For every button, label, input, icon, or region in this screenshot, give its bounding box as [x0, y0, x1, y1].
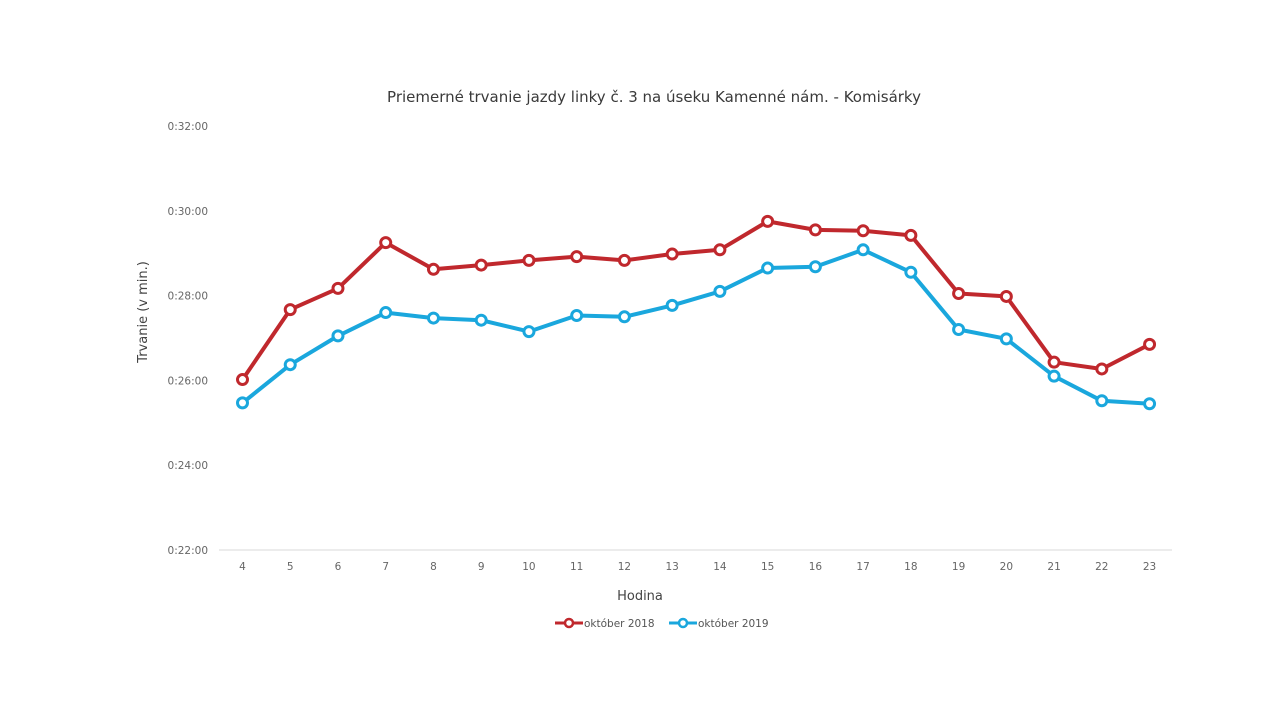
data-point: [379, 236, 393, 250]
data-point: [331, 329, 345, 343]
data-point: [617, 310, 631, 324]
y-tick-label: 0:32:00: [168, 121, 208, 133]
series-line: [240, 247, 1152, 406]
x-tick-label: 5: [287, 561, 294, 573]
data-point: [474, 258, 488, 272]
chart-title: Priemerné trvanie jazdy linky č. 3 na ús…: [387, 88, 921, 106]
data-point: [665, 298, 679, 312]
data-point: [808, 223, 822, 237]
legend-marker: [563, 617, 575, 629]
data-point: [761, 214, 775, 228]
data-point: [713, 243, 727, 257]
x-tick-label: 21: [1047, 561, 1060, 573]
x-tick-label: 12: [618, 561, 631, 573]
data-point: [570, 250, 584, 264]
x-tick-label: 18: [904, 561, 917, 573]
data-point: [1143, 337, 1157, 351]
data-point: [379, 306, 393, 320]
x-tick-label: 23: [1143, 561, 1156, 573]
y-axis-ticks: 0:22:00 0:24:00 0:26:00 0:28:00 0:30:00 0:32:…: [168, 121, 208, 557]
data-point: [952, 286, 966, 300]
data-point: [1047, 355, 1061, 369]
x-tick-label: 22: [1095, 561, 1108, 573]
data-point: [713, 284, 727, 298]
y-tick-label: 0:24:00: [168, 460, 208, 472]
data-point: [522, 253, 536, 267]
data-point: [1095, 362, 1109, 376]
x-axis-ticks: 4 5 6 7 8 9 10 11 12 13 14 15 16 17 18 19 20 21 22 23: [239, 561, 1156, 573]
data-point: [426, 311, 440, 325]
series-layer: [236, 214, 1157, 411]
series-2: [236, 243, 1157, 411]
data-point: [236, 373, 249, 387]
data-point: [522, 325, 536, 339]
data-point: [999, 289, 1013, 303]
x-tick-label: 15: [761, 561, 774, 573]
x-tick-label: 17: [856, 561, 869, 573]
data-point: [856, 243, 870, 257]
y-tick-label: 0:26:00: [168, 375, 208, 387]
series-1: [236, 214, 1157, 387]
x-tick-label: 7: [382, 561, 389, 573]
data-point: [1095, 394, 1109, 408]
x-tick-label: 20: [1000, 561, 1013, 573]
x-tick-label: 8: [430, 561, 437, 573]
data-point: [856, 224, 870, 238]
x-tick-label: 11: [570, 561, 583, 573]
data-point: [808, 260, 822, 274]
data-point: [665, 247, 679, 261]
data-point: [1047, 369, 1061, 383]
y-axis-label: Trvanie (v min.): [136, 261, 151, 364]
data-point: [761, 261, 775, 275]
data-point: [904, 228, 918, 242]
data-point: [904, 265, 918, 279]
x-tick-label: 9: [478, 561, 485, 573]
data-point: [617, 253, 631, 267]
data-point: [236, 396, 249, 410]
data-point: [570, 309, 584, 323]
data-point: [283, 303, 297, 317]
x-axis-label: Hodina: [617, 589, 663, 604]
x-tick-label: 14: [713, 561, 727, 573]
y-tick-label: 0:30:00: [168, 206, 208, 218]
y-tick-label: 0:28:00: [168, 291, 208, 303]
legend: október 2018 október 2019: [555, 617, 769, 630]
legend-marker: [677, 617, 689, 629]
x-tick-label: 19: [952, 561, 965, 573]
data-point: [331, 281, 345, 295]
x-tick-label: 6: [335, 561, 342, 573]
x-tick-label: 10: [522, 561, 535, 573]
series-line: [240, 219, 1152, 382]
data-point: [999, 332, 1013, 346]
legend-item: október 2019: [669, 617, 769, 630]
legend-label: október 2019: [698, 618, 769, 630]
legend-label: október 2018: [584, 618, 655, 630]
data-point: [426, 262, 440, 276]
x-tick-label: 4: [239, 561, 246, 573]
x-tick-label: 16: [809, 561, 823, 573]
y-tick-label: 0:22:00: [168, 545, 208, 557]
x-tick-label: 13: [665, 561, 678, 573]
data-point: [952, 323, 966, 337]
legend-item: október 2018: [555, 617, 655, 630]
data-point: [283, 358, 297, 372]
data-point: [474, 313, 488, 327]
data-point: [1143, 397, 1157, 411]
